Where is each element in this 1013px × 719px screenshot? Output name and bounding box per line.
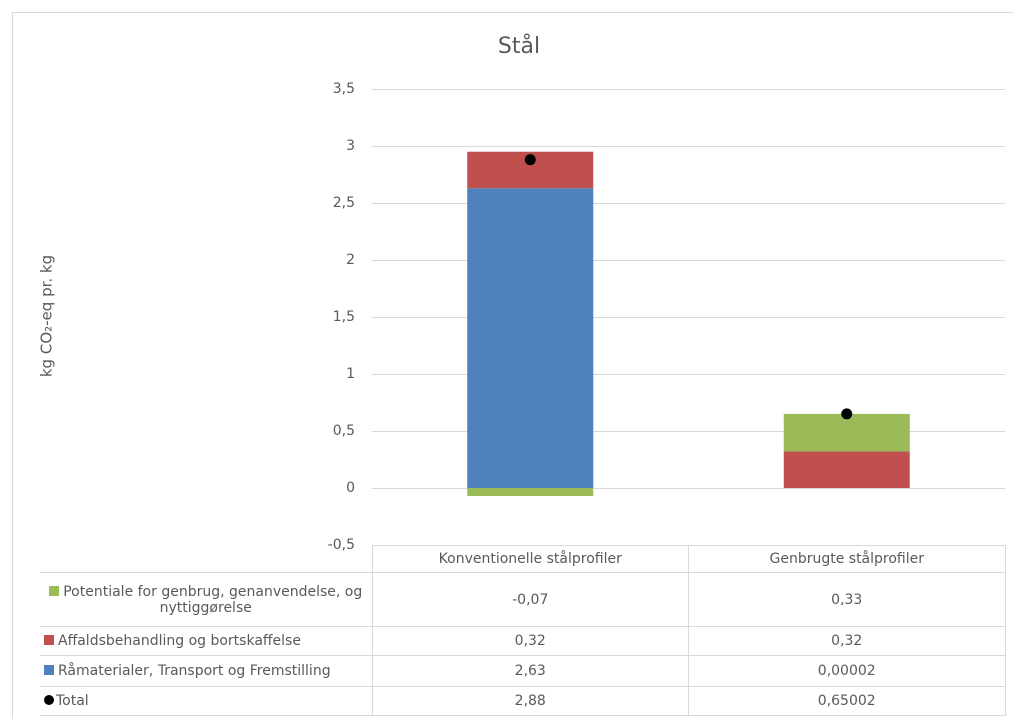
legend-cell: Affaldsbehandling og bortskaffelse (40, 626, 373, 656)
value-cell: 0,65002 (688, 686, 1006, 716)
legend-cell: Råmaterialer, Transport og Fremstilling (40, 655, 373, 687)
y-tick-label: 1,5 (333, 309, 355, 325)
y-axis-title: kg CO₂-eq pr. kg (38, 255, 56, 377)
y-tick-label: 3,5 (333, 81, 355, 97)
table-row: Råmaterialer, Transport og Fremstilling 2… (40, 655, 1006, 687)
value-cell: -0,07 (371, 572, 689, 627)
chart-title: Stål (498, 33, 540, 59)
legend-label: Affaldsbehandling og bortskaffelse (58, 633, 301, 649)
bar-segment (467, 488, 594, 496)
data-table: Konventionelle stålprofiler Genbrugte stå… (40, 545, 1006, 716)
bar-segment (783, 413, 910, 452)
table-row: Affaldsbehandling og bortskaffelse 0,32 0,… (40, 626, 1006, 656)
y-tick-label: 0 (346, 480, 355, 496)
legend-key (44, 635, 54, 645)
total-marker (841, 408, 853, 420)
y-tick-label: 2,5 (333, 195, 355, 211)
legend-label: Potentiale for genbrug, genanvendelse, o… (63, 583, 363, 616)
value-cell: 0,33 (688, 572, 1006, 627)
table-row: Total 2,88 0,65002 (40, 686, 1006, 716)
total-marker (524, 154, 536, 166)
value-cell: 2,63 (371, 655, 689, 687)
y-tick-label: 0,5 (333, 423, 355, 439)
y-tick-label: 2 (346, 252, 355, 268)
y-tick-label: 1 (346, 366, 355, 382)
table-row: Potentiale for genbrug, genanvendelse, o… (40, 572, 1006, 627)
category-label: Konventionelle stålprofiler (371, 545, 689, 573)
legend-cell: Total (40, 686, 373, 716)
bar-segment (783, 451, 910, 488)
bar-segment (467, 188, 594, 488)
category-label: Genbrugte stålprofiler (688, 545, 1006, 573)
chart-border (12, 12, 1013, 719)
legend-key (44, 695, 54, 705)
value-cell: 0,00002 (688, 655, 1006, 687)
legend-cell: Potentiale for genbrug, genanvendelse, o… (40, 572, 373, 627)
legend-label: Råmaterialer, Transport og Fremstilling (58, 663, 331, 679)
legend-key (44, 665, 54, 675)
corner-cell (40, 545, 373, 573)
legend-key (49, 585, 60, 596)
header-row: Konventionelle stålprofiler Genbrugte stå… (40, 545, 1006, 573)
value-cell: 0,32 (371, 626, 689, 656)
legend-label: Total (56, 693, 89, 709)
y-tick-label: 3 (346, 138, 355, 154)
value-cell: 0,32 (688, 626, 1006, 656)
value-cell: 2,88 (371, 686, 689, 716)
